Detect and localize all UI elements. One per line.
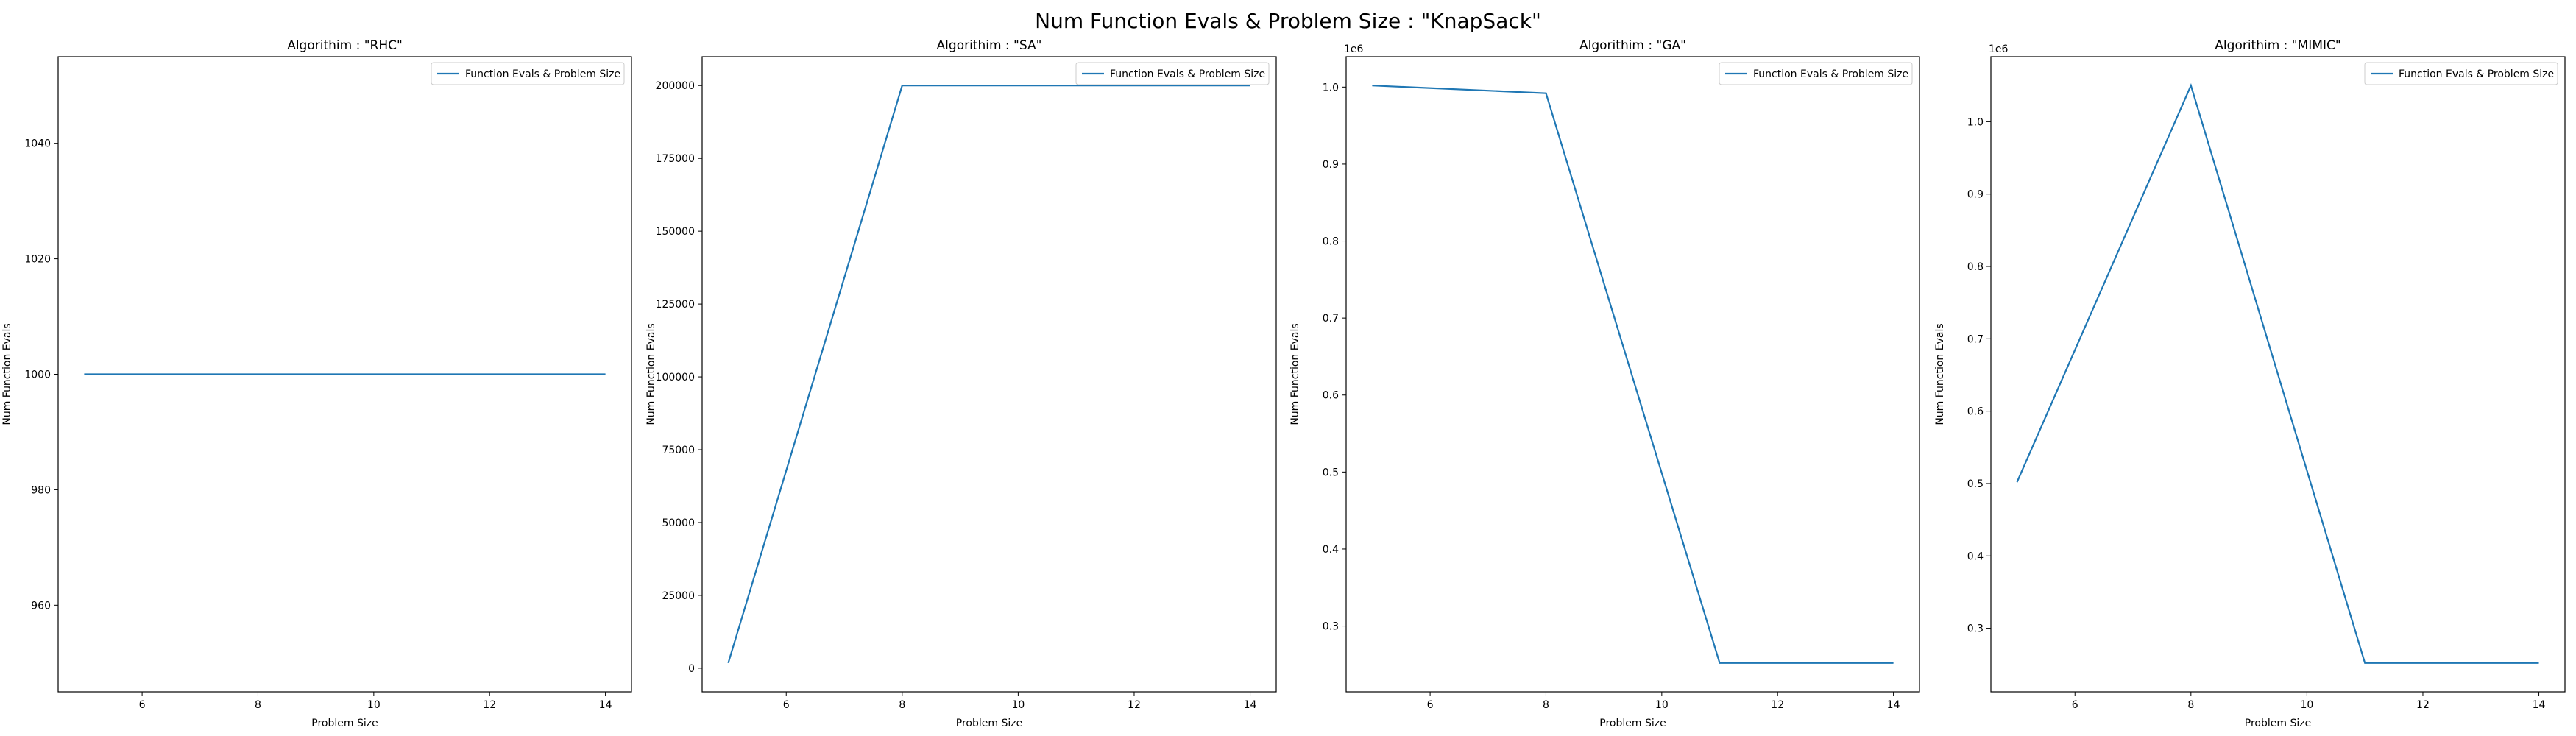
figure-title: Num Function Evals & Problem Size : "Kna…	[1035, 9, 1541, 33]
x-tick-label: 10	[2300, 699, 2313, 711]
x-tick-label: 10	[367, 699, 381, 711]
subplot-title: Algorithim : "MIMIC"	[2215, 38, 2340, 53]
y-tick-label: 100000	[656, 372, 695, 383]
subplot-4: Algorithim : "MIMIC" 6 8 10 12 14 0.3 0.4 0.5 0.6…	[1934, 38, 2566, 729]
subplot-2: Algorithim : "SA" 6 8 10 12 14 0 25000 50000 7500…	[645, 38, 1277, 729]
y-tick-label: 175000	[656, 153, 695, 165]
y-tick-label: 25000	[662, 590, 695, 602]
legend-label: Function Evals & Problem Size	[2399, 68, 2554, 80]
y-tick-label: 1020	[24, 254, 51, 266]
legend-box	[1075, 62, 1270, 85]
y-tick-label: 0.5	[1967, 478, 1984, 490]
y-axis-label: Num Function Evals	[645, 323, 657, 425]
y-tick-label: 125000	[656, 299, 695, 311]
x-tick-label: 10	[1011, 699, 1025, 711]
series-line	[1372, 85, 1894, 664]
y-offset-label: 1e6	[1344, 43, 1364, 55]
legend-label: Function Evals & Problem Size	[465, 68, 620, 80]
y-tick-label: 0.6	[1323, 390, 1339, 402]
series-line	[2016, 83, 2539, 664]
y-tick-label: 0.3	[1967, 623, 1984, 635]
x-tick-label: 6	[2072, 699, 2078, 711]
y-tick-label: 0	[688, 663, 695, 675]
x-tick-label: 10	[1655, 699, 1669, 711]
y-axis-label: Num Function Evals	[1289, 323, 1301, 425]
x-tick-label: 8	[1543, 699, 1549, 711]
legend-label: Function Evals & Problem Size	[1753, 68, 1908, 80]
x-tick-label: 14	[599, 699, 612, 711]
legend-box	[2364, 62, 2558, 85]
y-tick-label: 1000	[24, 369, 51, 381]
legend: Function Evals & Problem Size	[1075, 62, 1270, 85]
y-tick-label: 1.0	[1323, 82, 1339, 93]
x-axis-label: Problem Size	[2245, 718, 2311, 729]
y-tick-label: 75000	[662, 445, 695, 456]
x-axis-label: Problem Size	[311, 718, 378, 729]
subplot-1: Algorithim : "RHC" 6 8 10 12 14 960 980 1000 1020…	[1, 38, 632, 729]
axes-frame	[1990, 56, 2566, 693]
y-tick-label: 0.7	[1323, 313, 1339, 325]
y-tick-label: 980	[31, 484, 51, 496]
y-tick-label: 960	[31, 600, 51, 612]
x-tick-label: 12	[1128, 699, 1141, 711]
x-tick-label: 12	[2416, 699, 2430, 711]
x-tick-label: 14	[1887, 699, 1900, 711]
series-line	[727, 85, 1250, 664]
x-tick-label: 14	[1244, 699, 1257, 711]
y-axis-label: Num Function Evals	[1, 323, 13, 425]
y-tick-label: 0.6	[1967, 406, 1984, 418]
legend-box	[431, 62, 625, 85]
x-tick-label: 6	[1427, 699, 1434, 711]
x-axis-label: Problem Size	[956, 718, 1022, 729]
y-axis-label: Num Function Evals	[1934, 323, 1946, 425]
y-tick-label: 1040	[24, 138, 51, 150]
y-tick-label: 0.5	[1323, 467, 1339, 478]
legend: Function Evals & Problem Size	[431, 62, 625, 85]
x-tick-label: 8	[255, 699, 261, 711]
y-tick-label: 0.4	[1323, 544, 1339, 556]
y-tick-label: 50000	[662, 517, 695, 529]
y-tick-label: 150000	[656, 226, 695, 238]
subplot-title: Algorithim : "SA"	[937, 38, 1042, 53]
x-tick-label: 12	[1771, 699, 1784, 711]
subplot-title: Algorithim : "RHC"	[287, 38, 403, 53]
subplot-title: Algorithim : "GA"	[1579, 38, 1686, 53]
y-tick-label: 200000	[656, 80, 695, 92]
x-tick-label: 14	[2533, 699, 2546, 711]
y-offset-label: 1e6	[1989, 43, 2009, 55]
y-tick-label: 0.7	[1967, 333, 1984, 345]
axes-frame	[1345, 56, 1920, 693]
y-tick-label: 0.9	[1967, 189, 1984, 201]
y-tick-label: 0.4	[1967, 551, 1984, 562]
y-tick-label: 0.8	[1967, 261, 1984, 273]
y-tick-label: 0.3	[1323, 621, 1339, 633]
x-tick-label: 6	[783, 699, 790, 711]
axes-frame	[701, 56, 1277, 693]
y-tick-label: 0.8	[1323, 236, 1339, 248]
x-tick-label: 12	[483, 699, 496, 711]
x-tick-label: 8	[2187, 699, 2194, 711]
x-tick-label: 6	[139, 699, 146, 711]
x-tick-label: 8	[899, 699, 905, 711]
legend-label: Function Evals & Problem Size	[1110, 68, 1265, 80]
legend-box	[1719, 62, 1913, 85]
x-axis-label: Problem Size	[1599, 718, 1666, 729]
y-tick-label: 1.0	[1967, 116, 1984, 128]
legend: Function Evals & Problem Size	[1719, 62, 1913, 85]
y-tick-label: 0.9	[1323, 159, 1339, 171]
subplot-3: Algorithim : "GA" 6 8 10 12 14 0.3 0.4 0.5 0.6 0.7…	[1289, 38, 1920, 729]
legend: Function Evals & Problem Size	[2364, 62, 2558, 85]
